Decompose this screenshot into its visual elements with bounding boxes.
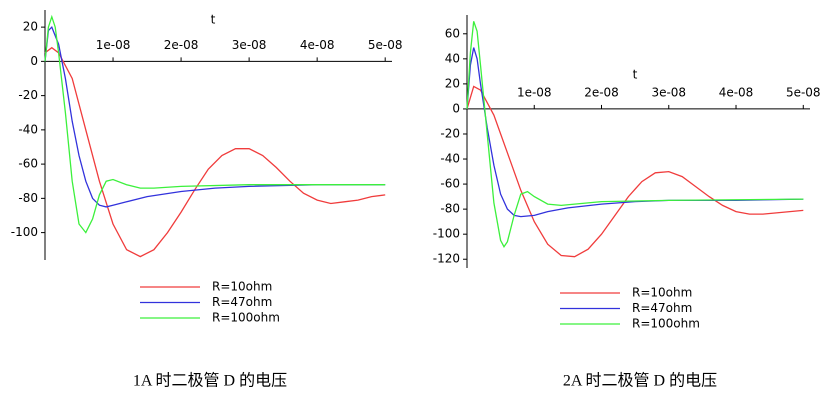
series-line — [466, 85, 804, 258]
x-axis-label: t — [633, 68, 638, 82]
x-tick-label: 2e-08 — [164, 38, 199, 52]
x-tick-label: 1e-08 — [96, 38, 131, 52]
y-tick-label: 60 — [445, 26, 460, 40]
y-tick-label: -20 — [440, 126, 460, 140]
y-tick-label: 0 — [30, 54, 38, 68]
caption: 2A 时二极管 D 的电压 — [563, 372, 717, 390]
x-tick-label: 4e-08 — [300, 38, 335, 52]
caption: 1A 时二极管 D 的电压 — [133, 372, 287, 390]
y-tick-label: -60 — [18, 157, 38, 171]
y-tick-label: 20 — [445, 76, 460, 90]
y-tick-label: -120 — [433, 252, 460, 266]
y-tick-label: 40 — [445, 51, 460, 65]
x-tick-label: 2e-08 — [584, 85, 619, 99]
y-tick-label: -60 — [440, 177, 460, 191]
legend-label: R=47ohm — [632, 301, 692, 315]
y-tick-label: -20 — [18, 88, 38, 102]
series-line — [466, 21, 804, 248]
legend-label: R=10ohm — [632, 286, 692, 300]
x-tick-label: 1e-08 — [517, 85, 552, 99]
x-axis-label: t — [211, 13, 216, 27]
y-tick-label: -40 — [440, 152, 460, 166]
legend-label: R=100ohm — [632, 317, 700, 331]
x-tick-label: 5e-08 — [368, 38, 403, 52]
x-tick-label: 3e-08 — [232, 38, 267, 52]
y-tick-label: -80 — [18, 191, 38, 205]
legend-label: R=47ohm — [212, 295, 272, 309]
legend-label: R=10ohm — [212, 280, 272, 294]
series-line — [44, 46, 386, 258]
y-tick-label: -40 — [18, 122, 38, 136]
x-tick-label: 4e-08 — [719, 85, 754, 99]
x-tick-label: 3e-08 — [651, 85, 686, 99]
x-tick-label: 5e-08 — [786, 85, 821, 99]
series-line — [44, 25, 386, 208]
y-tick-label: 0 — [452, 101, 460, 115]
y-tick-label: 20 — [23, 20, 38, 34]
y-tick-label: -100 — [433, 227, 460, 241]
legend-label: R=100ohm — [212, 311, 280, 325]
y-tick-label: -80 — [440, 202, 460, 216]
series-line — [44, 14, 386, 234]
y-tick-label: -100 — [11, 225, 38, 239]
